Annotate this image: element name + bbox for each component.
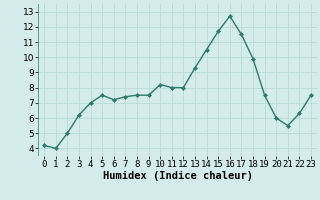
X-axis label: Humidex (Indice chaleur): Humidex (Indice chaleur) [103, 171, 252, 181]
